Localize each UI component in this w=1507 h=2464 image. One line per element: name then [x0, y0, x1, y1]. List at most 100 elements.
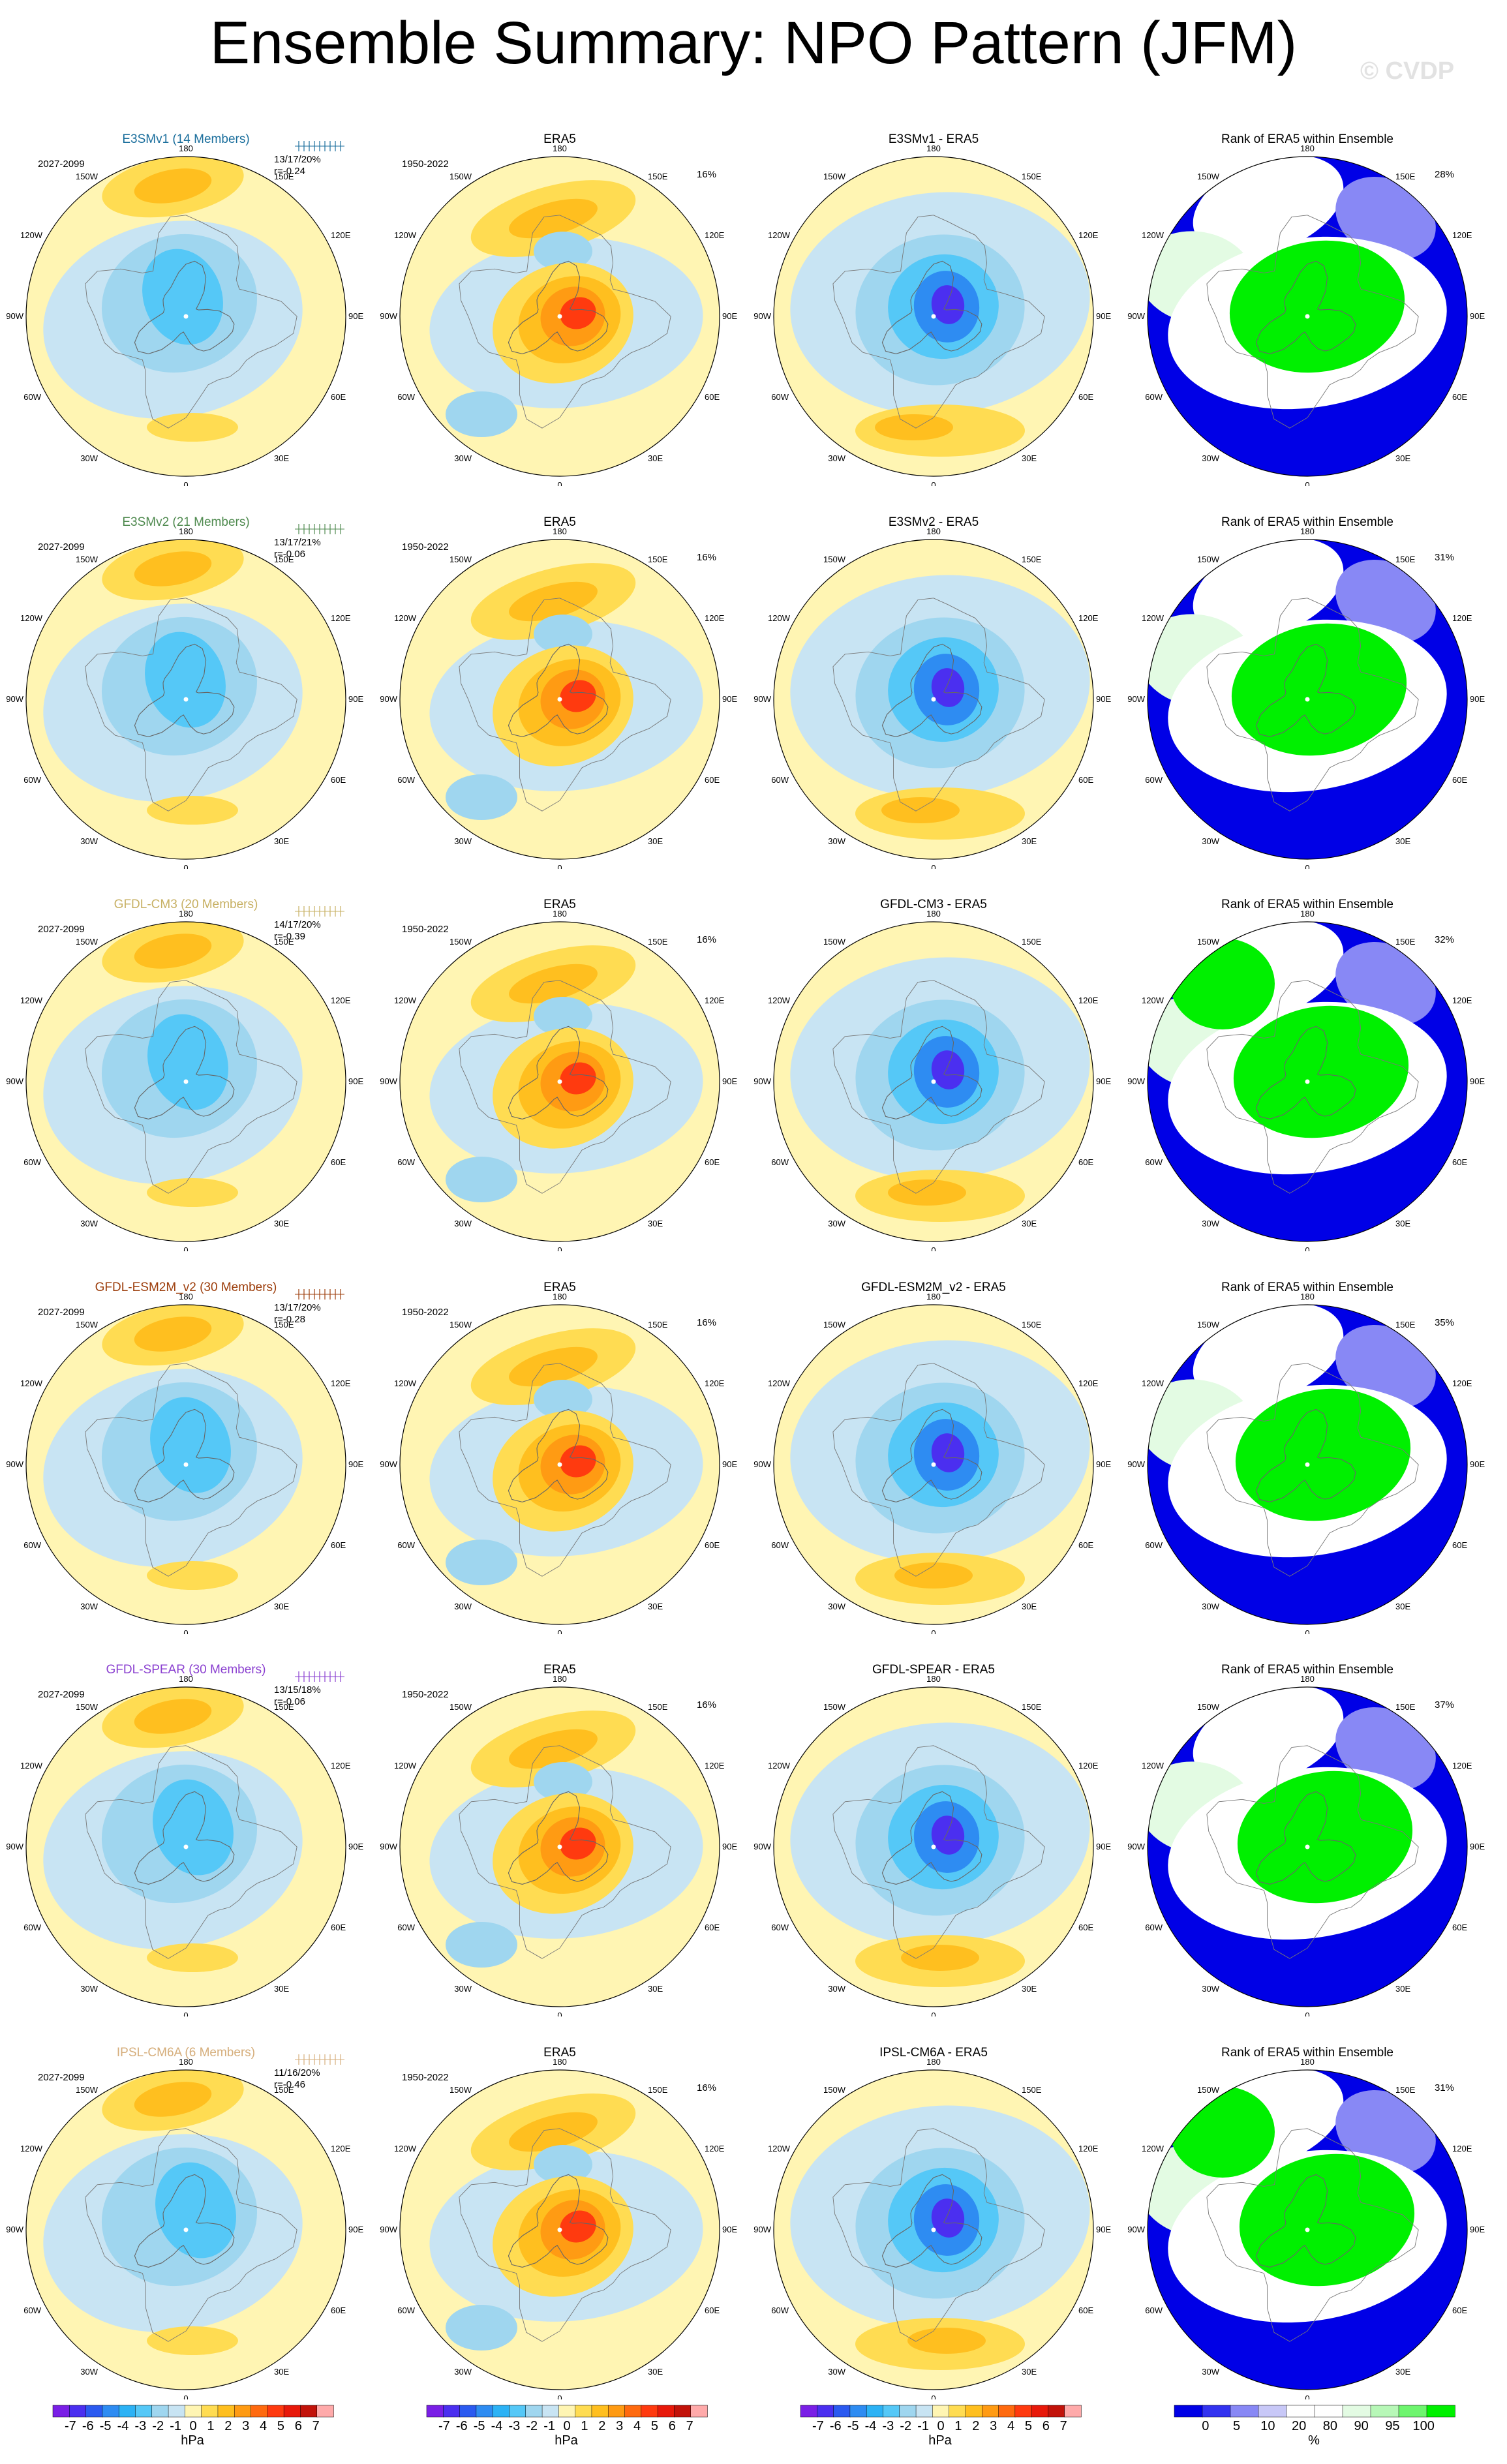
- high-contour-3: [147, 413, 238, 442]
- colorbar-tick: 7: [686, 2419, 693, 2433]
- colorbar-tick: 4: [1007, 2419, 1015, 2433]
- longitude-label-top: 180: [1300, 526, 1315, 536]
- model-panel-row-3: GFDL-CM3 (20 Members) 180 0 90W 90E 150W 120W 6…: [0, 873, 372, 1251]
- longitude-label-tl1: 150W: [449, 1320, 472, 1330]
- longitude-label-left: 90W: [1127, 311, 1145, 321]
- longitude-label-left: 90W: [380, 694, 397, 704]
- map-border: [399, 1304, 720, 1625]
- longitude-label-left: 90W: [6, 1076, 23, 1086]
- rank-polar-map: 180 0 90W 90E 150W 120W 60W 30W 150E 120E 60E 30E: [1127, 2057, 1485, 2399]
- era5-variance-explained: 16%: [697, 1699, 717, 1711]
- map-border: [1147, 2069, 1468, 2390]
- coastline-outer: [85, 1363, 297, 1577]
- longitude-label-top: 180: [179, 144, 193, 153]
- high-contour-2: [134, 1316, 212, 1352]
- diff-low-5: [931, 1050, 965, 1089]
- longitude-label-br2: 30E: [648, 836, 663, 846]
- map-border: [25, 921, 346, 1242]
- longitude-label-bottom: 0: [183, 2011, 188, 2016]
- pole-marker: [1305, 1844, 1310, 1849]
- colorbar-tick: -4: [117, 2419, 129, 2433]
- longitude-label-tr2: 120E: [1452, 230, 1472, 240]
- pole-marker: [183, 697, 189, 702]
- rank-panel-row-3: Rank of ERA5 within Ensemble 180 0 90W 90E 15…: [1121, 873, 1493, 1251]
- era5-panel-row-1: ERA5 180 0 90W 90E 150W 120W 60W 30W 150E 120E 60E 3…: [374, 108, 746, 486]
- coastline: [134, 643, 235, 737]
- coastline-outer: [1206, 598, 1419, 812]
- longitude-label-right: 90E: [722, 2225, 737, 2234]
- longitude-label-tr2: 120E: [705, 613, 725, 623]
- coastline: [508, 1408, 609, 1502]
- coastline-outer: [832, 215, 1045, 429]
- era5-polar-map: 180 0 90W 90E 150W 120W 60W 30W 150E 120E 60E 30E: [380, 1292, 737, 1634]
- coastline: [881, 643, 982, 737]
- longitude-label-br1: 60E: [705, 1157, 720, 1167]
- colorbar-tick: 6: [668, 2419, 676, 2433]
- era5-period-label: 1950-2022: [402, 1307, 449, 1318]
- era5-polar-map: 180 0 90W 90E 150W 120W 60W 30W 150E 120E 60E 30E: [380, 2057, 737, 2399]
- diff-low-5: [931, 285, 965, 324]
- rank-panel-title: Rank of ERA5 within Ensemble: [1221, 132, 1393, 146]
- longitude-label-top: 180: [926, 144, 941, 153]
- low-contour-3: [150, 1397, 231, 1493]
- longitude-label-bottom: 0: [1305, 1245, 1309, 1251]
- longitude-label-left: 90W: [1127, 2225, 1145, 2234]
- rank-panel-title: Rank of ERA5 within Ensemble: [1221, 2046, 1393, 2060]
- longitude-label-bl1: 60W: [23, 392, 41, 402]
- longitude-label-tr2: 120E: [1452, 1378, 1472, 1388]
- coastline: [508, 2174, 609, 2268]
- period-label: 2027-2099: [38, 541, 85, 553]
- longitude-label-tl2: 120W: [394, 996, 417, 1005]
- longitude-label-bl2: 30W: [1202, 1219, 1219, 1228]
- longitude-label-tl1: 150W: [1197, 937, 1220, 947]
- high-contour-3: [147, 796, 238, 825]
- era5-variance-explained: 16%: [697, 934, 717, 945]
- longitude-label-tr1: 150E: [1022, 172, 1042, 181]
- rank-panel-title: Rank of ERA5 within Ensemble: [1221, 1663, 1393, 1677]
- coastline-outer: [459, 598, 671, 812]
- longitude-label-right: 90E: [1470, 2225, 1485, 2234]
- colorbar-tick: -2: [900, 2419, 912, 2433]
- colorbar-tick: -3: [134, 2419, 147, 2433]
- colorbar-tick: -7: [438, 2419, 450, 2433]
- longitude-label-left: 90W: [6, 1842, 23, 1851]
- longitude-label-tl2: 120W: [20, 1761, 43, 1771]
- longitude-label-right: 90E: [348, 694, 363, 704]
- diff-low-5: [931, 2198, 965, 2238]
- map-border: [1147, 921, 1468, 1242]
- high-contour-3: [147, 1943, 238, 1972]
- longitude-label-tr2: 120E: [1078, 996, 1099, 1005]
- period-label: 2027-2099: [38, 159, 85, 170]
- longitude-label-tr1: 150E: [648, 555, 668, 564]
- diff-panel-title: GFDL-ESM2M_v2 - ERA5: [861, 1281, 1006, 1294]
- pole-marker: [931, 1079, 936, 1084]
- colorbar-tick: 0: [189, 2419, 197, 2433]
- era5-variance-explained: 16%: [697, 169, 717, 180]
- longitude-label-br1: 60E: [705, 1540, 720, 1550]
- longitude-label-tl1: 150W: [823, 172, 846, 181]
- longitude-label-bottom: 0: [557, 2011, 562, 2016]
- longitude-label-left: 90W: [754, 1076, 771, 1086]
- model-panel-row-5: GFDL-SPEAR (30 Members) 180 0 90W 90E 150W 120…: [0, 1638, 372, 2016]
- era5-panel-title: ERA5: [543, 1663, 576, 1677]
- obs-low-2: [534, 232, 592, 271]
- map-border: [773, 1304, 1094, 1625]
- member-spread-bar: [295, 141, 344, 151]
- longitude-label-left: 90W: [6, 2225, 23, 2234]
- longitude-label-bl1: 60W: [1145, 1923, 1163, 1932]
- longitude-label-left: 90W: [6, 1459, 23, 1469]
- coastline: [508, 643, 609, 737]
- coastline: [134, 260, 235, 354]
- rank-patch-high: [1233, 1005, 1409, 1138]
- pole-marker: [557, 314, 562, 319]
- longitude-label-bl2: 30W: [454, 1219, 472, 1228]
- longitude-label-bottom: 0: [183, 2394, 188, 2399]
- longitude-label-tl2: 120W: [1142, 1378, 1164, 1388]
- pole-marker: [931, 2227, 936, 2232]
- colorbar-tick: 90: [1354, 2419, 1369, 2433]
- colorbar-unit: %: [1308, 2433, 1320, 2448]
- longitude-label-top: 180: [553, 1292, 567, 1301]
- longitude-label-br2: 30E: [274, 836, 289, 846]
- longitude-label-right: 90E: [348, 1459, 363, 1469]
- era5-panel-row-3: ERA5 180 0 90W 90E 150W 120W 60W 30W 150E 120E 60E 3…: [374, 873, 746, 1251]
